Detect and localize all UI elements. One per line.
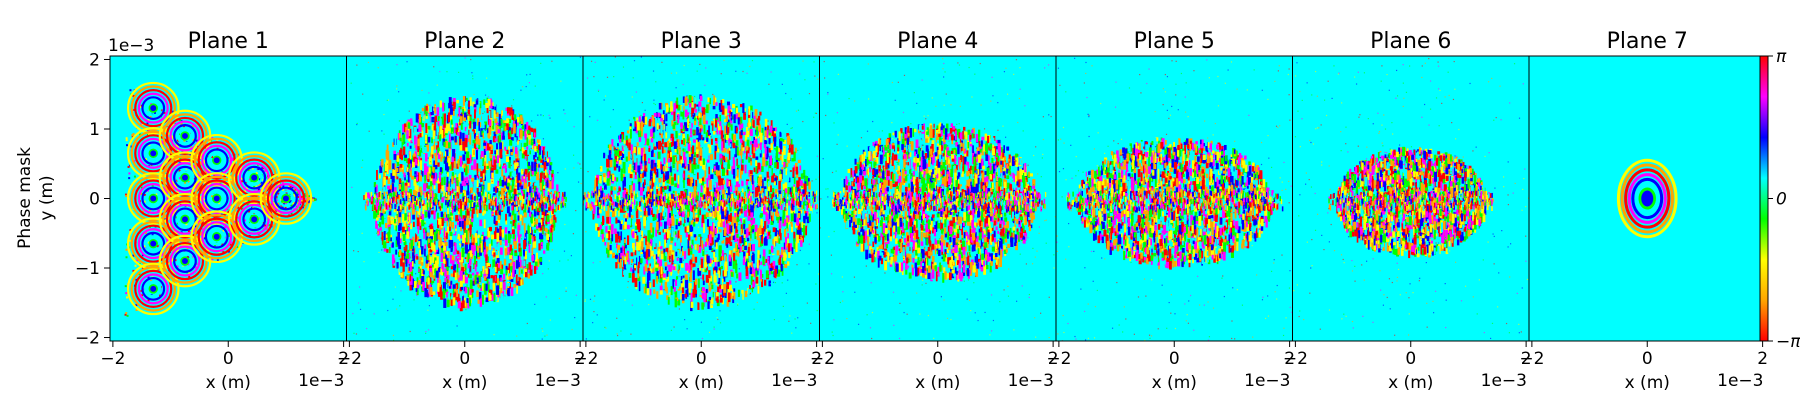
x-tick-label: 2 [811,349,822,369]
panel-title: Plane 5 [1134,29,1215,54]
y-tick-label: −1 [75,259,100,279]
x-tick-label: 2 [575,349,586,369]
phase-pattern [1056,57,1293,341]
phase-pattern [348,56,583,341]
y-axis-label-line-2: y (m) [37,175,57,220]
x-axis-exponent: 1e−3 [1244,371,1290,391]
x-tick-label: −2 [1046,349,1071,369]
x-tick-label: 2 [338,349,349,369]
x-tick-label: −2 [810,349,835,369]
phase-pattern [583,56,820,340]
panel-5: Plane 5 −2 0 2 x (m) 1e−3 [1046,29,1295,393]
panel-3: Plane 3 −2 0 2 x (m) 1e−3 [573,29,822,393]
x-axis-exponent: 1e−3 [535,371,581,391]
colorbar-tick-label: −π [1776,332,1800,352]
y-tick-label: 2 [89,50,100,70]
phase-pattern [124,81,317,317]
x-tick-label: 0 [696,349,707,369]
x-axis-exponent: 1e−3 [1008,371,1054,391]
phase-pattern [1616,158,1678,239]
x-tick-label: −2 [1519,349,1544,369]
y-axis-label-line-1: Phase mask [15,147,35,249]
x-axis-label: x (m) [915,373,960,393]
panel-6: Plane 6 −2 0 2 x (m) 1e−3 [1283,29,1532,393]
panel-4: Plane 4 −2 0 2 x (m) 1e−3 [810,29,1059,393]
panel-7: Plane 7 −2 0 2 x (m) 1e−3 [1519,29,1768,393]
y-tick-label: 1 [89,120,100,140]
colorbar-tick-label: π [1776,47,1787,67]
panel-title: Plane 7 [1607,29,1688,54]
x-tick-label: 0 [1642,349,1653,369]
colorbar: π 0 −π [1759,47,1800,352]
x-tick-label: −2 [573,349,598,369]
x-axis-exponent: 1e−3 [771,371,817,391]
x-axis-label: x (m) [1152,373,1197,393]
x-tick-label: 2 [1521,349,1532,369]
x-axis-exponent: 1e−3 [1717,371,1763,391]
x-tick-label: 0 [459,349,470,369]
y-axis-exponent: 1e−3 [108,36,154,56]
panel-title: Plane 4 [897,29,978,54]
y-ticks: 2 1 0 −1 −2 [75,50,110,349]
colorbar-tick-label: 0 [1776,190,1787,210]
x-tick-label: −2 [337,349,362,369]
colorbar-gradient [1759,55,1769,342]
x-axis-label: x (m) [1388,373,1433,393]
phase-panels: Plane 1 −2 0 2 x (m) 1e−3 Plane 2 −2 0 2 x (m) 1e−3… [100,29,1768,393]
x-tick-label: 0 [223,349,234,369]
x-axis-exponent: 1e−3 [1481,371,1527,391]
colorbar-ticks: π 0 −π [1768,47,1800,352]
x-axis-label: x (m) [1625,373,1670,393]
x-tick-label: 2 [1048,349,1059,369]
y-tick-label: 0 [89,190,100,210]
x-tick-label: −2 [1283,349,1308,369]
x-axis-label: x (m) [679,373,724,393]
phase-pattern [1293,56,1529,340]
x-tick-label: 0 [1405,349,1416,369]
panel-title: Plane 1 [188,29,269,54]
phase-pattern [819,58,1056,341]
y-tick-label: −2 [75,329,100,349]
panel-title: Plane 6 [1370,29,1451,54]
panel-title: Plane 2 [424,29,505,54]
x-tick-label: 2 [1757,349,1768,369]
x-axis-label: x (m) [206,373,251,393]
x-axis-label: x (m) [442,373,487,393]
x-tick-label: 2 [1284,349,1295,369]
x-tick-label: 0 [932,349,943,369]
x-tick-label: −2 [100,349,125,369]
x-tick-label: 0 [1169,349,1180,369]
panel-1: Plane 1 −2 0 2 x (m) 1e−3 [100,29,349,393]
x-axis-exponent: 1e−3 [298,371,344,391]
panel-2: Plane 2 −2 0 2 x (m) 1e−3 [337,29,586,393]
panel-title: Plane 3 [661,29,742,54]
